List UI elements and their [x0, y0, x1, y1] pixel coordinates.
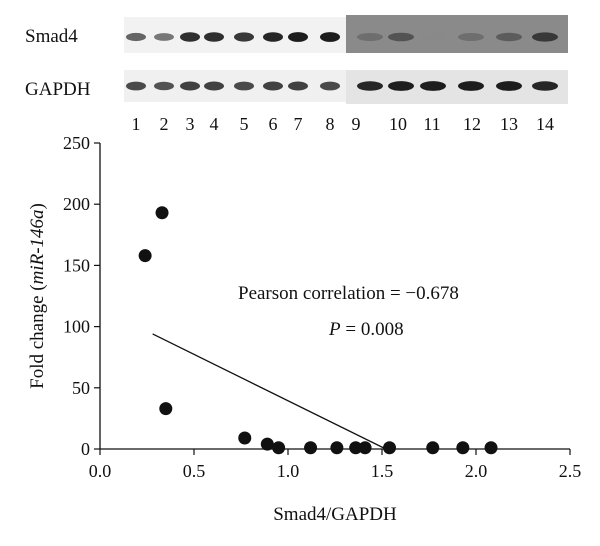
y-tick-label: 200: [63, 194, 90, 214]
smad4-band: [288, 32, 308, 42]
y-axis-ticks: 0 50 100 150 200 250: [63, 133, 100, 459]
lane-number: 5: [240, 114, 249, 134]
lane-number: 14: [536, 114, 554, 134]
scatter-chart: 0 50 100 150 200 250 0.0 0.5 1.0 1.5 2.0 2.5 Pears…: [27, 133, 581, 525]
lane-numbers: 1 2 3 4 5 6 7 8 9 10 11 12 13 14: [132, 114, 555, 134]
x-tick-label: 0.5: [183, 461, 206, 481]
y-axis-title-italic: miR-146a: [27, 209, 48, 284]
data-point: [456, 441, 470, 455]
x-tick-label: 0.0: [89, 461, 112, 481]
lane-number: 7: [294, 114, 303, 134]
smad4-band: [388, 32, 414, 42]
lane-number: 4: [210, 114, 219, 134]
y-tick-label: 0: [81, 439, 90, 459]
gapdh-band: [496, 81, 522, 91]
gapdh-band: [388, 81, 414, 91]
y-tick-label: 150: [63, 255, 90, 275]
data-point: [155, 206, 169, 220]
data-point: [238, 431, 252, 445]
data-point: [272, 441, 286, 455]
gapdh-blot-right: [346, 70, 568, 104]
smad4-band: [126, 32, 146, 42]
data-point: [484, 441, 498, 455]
x-tick-label: 2.0: [465, 461, 488, 481]
gapdh-band: [126, 81, 146, 91]
smad4-band: [234, 32, 254, 42]
lane-number: 8: [326, 114, 335, 134]
y-axis-title-prefix: Fold change (: [27, 284, 48, 388]
y-tick-label: 100: [63, 317, 90, 337]
gapdh-band: [532, 81, 558, 91]
gapdh-row-label: GAPDH: [25, 79, 91, 100]
gapdh-band: [263, 81, 283, 91]
lane-number: 6: [269, 114, 278, 134]
p-symbol: P: [328, 319, 341, 340]
blot-bands: [126, 32, 558, 91]
western-blot: Smad4 GAPDH 1 2 3 4 5 6 7 8 9 10 11 12 1…: [25, 15, 568, 134]
smad4-band: [180, 32, 200, 42]
smad4-band: [458, 33, 484, 41]
smad4-blot-right: [346, 15, 568, 53]
data-point: [358, 441, 372, 455]
lane-number: 9: [352, 114, 361, 134]
x-axis-ticks: 0.0 0.5 1.0 1.5 2.0 2.5: [89, 449, 582, 481]
smad4-band: [496, 32, 522, 42]
gapdh-band: [458, 81, 484, 91]
p-value: = 0.008: [341, 319, 404, 340]
x-axis-title: Smad4/GAPDH: [273, 504, 397, 525]
pearson-correlation-text: Pearson correlation = −0.678: [238, 283, 459, 304]
lane-number: 10: [389, 114, 407, 134]
data-point: [138, 249, 152, 263]
data-point: [304, 441, 318, 455]
gapdh-band: [288, 81, 308, 91]
smad4-band: [263, 32, 283, 42]
gapdh-band: [180, 81, 200, 91]
smad4-band: [320, 32, 340, 42]
y-axis-title: Fold change (miR-146a): [27, 203, 48, 389]
data-point: [330, 441, 344, 455]
x-tick-label: 2.5: [559, 461, 582, 481]
gapdh-band: [320, 81, 340, 91]
lane-number: 13: [500, 114, 518, 134]
x-tick-label: 1.5: [371, 461, 394, 481]
data-point: [349, 441, 363, 455]
smad4-row-label: Smad4: [25, 26, 78, 47]
smad4-band: [357, 33, 383, 41]
gapdh-band: [357, 81, 383, 91]
smad4-band: [532, 32, 558, 42]
lane-number: 1: [132, 114, 141, 134]
y-tick-label: 250: [63, 133, 90, 153]
smad4-band: [420, 33, 446, 41]
p-value-text: P = 0.008: [328, 319, 404, 340]
data-point: [383, 441, 397, 455]
gapdh-band: [420, 81, 446, 91]
gapdh-band: [154, 81, 174, 91]
gapdh-band: [234, 81, 254, 91]
y-tick-label: 50: [72, 378, 90, 398]
lane-number: 11: [423, 114, 440, 134]
data-point: [426, 441, 440, 455]
data-points: [138, 206, 498, 455]
smad4-band: [204, 32, 224, 42]
trend-line: [152, 333, 387, 450]
data-point: [159, 402, 173, 416]
x-tick-label: 1.0: [277, 461, 300, 481]
lane-number: 3: [186, 114, 195, 134]
data-point: [260, 437, 274, 451]
lane-number: 12: [463, 114, 481, 134]
y-axis-title-suffix: ): [27, 203, 48, 209]
smad4-band: [154, 33, 174, 41]
gapdh-band: [204, 81, 224, 91]
lane-number: 2: [160, 114, 169, 134]
